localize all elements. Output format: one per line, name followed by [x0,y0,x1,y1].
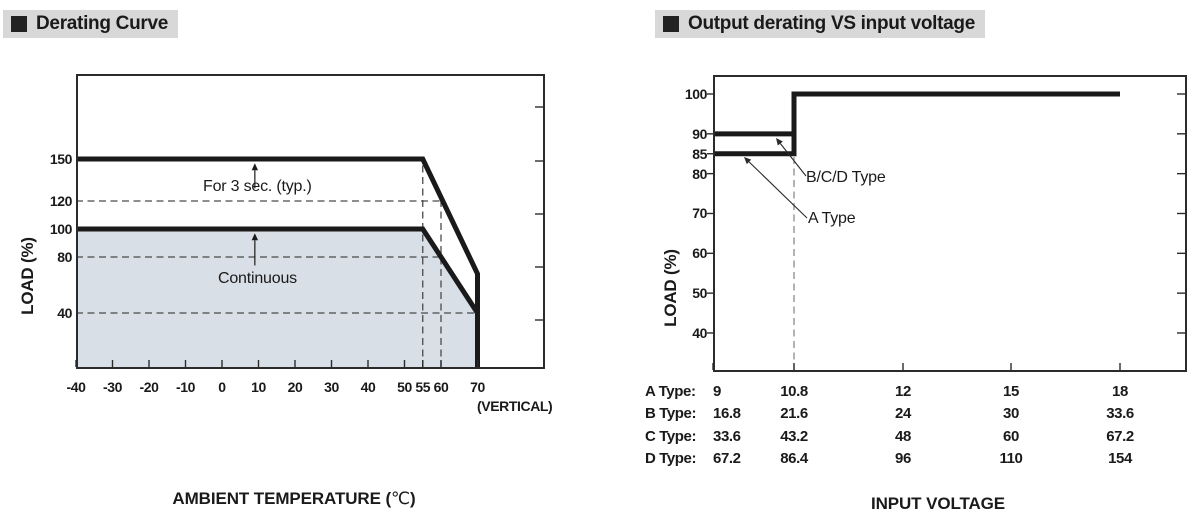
input-table-value: 18 [1112,383,1128,400]
x-tick-label: 20 [287,379,303,395]
input-table-row: B Type: 16.8 21.6 24 30 33.6 [645,403,1190,425]
input-table-value: 33.6 [1106,405,1134,422]
vertical-note: (VERTICAL) [477,398,553,414]
x-tick-label: -10 [175,379,196,395]
x-tick-label: 60 [433,379,449,395]
left-x-axis-title: AMBIENT TEMPERATURE (℃) [172,489,416,509]
y-tick-label: 80 [692,165,707,182]
input-table-row: C Type: 33.6 43.2 48 60 67.2 [645,426,1190,448]
y-tick-label: 90 [692,125,707,142]
y-tick-label: 60 [692,245,707,262]
input-table-value: 110 [999,450,1023,467]
input-table-row-label: A Type: [645,383,696,400]
input-table-value: 154 [1108,450,1132,467]
annotation-bcd-type: B/C/D Type [806,169,886,186]
x-tick-label: 10 [251,379,266,395]
input-table-row: A Type: 9 10.8 12 15 18 [645,381,1190,403]
right-chart-canvas [707,75,1187,372]
input-voltage-table: A Type: 9 10.8 12 15 18 B Type: 16.8 21.6 24 30 33.… [645,381,1190,473]
annotation-a-type: A Type [808,210,856,227]
y-tick-label: 50 [692,285,707,302]
input-table-value: 9 [713,383,721,400]
left-chart-canvas [75,74,545,369]
input-table-value: 21.6 [780,405,808,422]
input-table-row-label: C Type: [645,428,697,445]
x-tick-label: -30 [102,379,123,395]
x-tick-label: -40 [66,379,86,395]
bullet-square-icon [11,16,27,32]
input-table-value: 16.8 [713,405,741,422]
right-chart-heading: Output derating VS input voltage [655,10,986,38]
y-tick-label: 85 [692,145,707,162]
right-chart-plot [707,75,1187,372]
y-tick-label: 40 [57,305,72,321]
celsius-symbol: ℃ [391,489,411,509]
input-table-value: 86.4 [780,450,808,467]
y-tick-label: 80 [57,249,72,265]
y-tick-label: 70 [692,205,707,222]
input-table-row-label: B Type: [645,405,697,422]
input-table-value: 24 [895,405,911,422]
x-tick-label: 30 [324,379,339,395]
right-chart-title: Output derating VS input voltage [688,13,976,34]
x-tick-label: -20 [139,379,159,395]
y-tick-label: 100 [684,86,708,102]
input-table-value: 60 [1003,428,1019,445]
input-table-value: 12 [895,383,911,400]
left-chart-title: Derating Curve [36,13,169,34]
right-x-axis-title: INPUT VOLTAGE [870,494,1006,513]
y-tick-label: 40 [692,324,707,341]
x-tick-label: 0 [218,379,226,395]
left-chart-plot [75,74,545,369]
input-table-value: 30 [1003,405,1019,422]
input-table-value: 67.2 [1106,428,1134,445]
x-tick-label: 70 [470,379,485,395]
annotation-continuous: Continuous [218,270,297,287]
input-table-value: 48 [895,428,911,445]
left-chart-heading: Derating Curve [3,10,179,38]
y-tick-label: 120 [49,193,73,209]
x-tick-label: 55 [415,379,431,395]
input-table-row-label: D Type: [645,450,697,467]
y-tick-label: 150 [49,151,73,167]
y-tick-label: 100 [49,221,73,237]
input-table-value: 10.8 [780,383,808,400]
x-tick-label: 40 [360,379,376,395]
input-table-row: D Type: 67.2 86.4 96 110 154 [645,448,1190,470]
input-table-value: 33.6 [713,428,741,445]
x-tick-label: 50 [397,379,412,395]
input-table-value: 96 [895,450,911,467]
input-table-value: 15 [1003,383,1019,400]
input-table-value: 43.2 [780,428,808,445]
input-table-value: 67.2 [713,450,741,467]
annotation-for-3-sec: For 3 sec. (typ.) [203,178,312,195]
bullet-square-icon [663,16,679,32]
